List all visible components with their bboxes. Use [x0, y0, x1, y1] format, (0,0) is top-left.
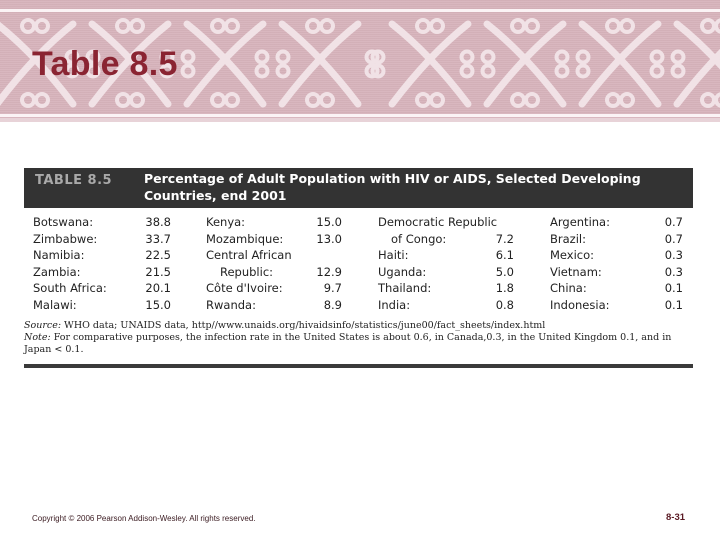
- table-caption: Percentage of Adult Population with HIV …: [144, 170, 684, 204]
- country-name: Kenya:: [206, 215, 246, 229]
- country-name: China:: [550, 281, 587, 295]
- country-value: 0.1: [664, 281, 683, 295]
- country-name: Indonesia:: [550, 297, 610, 312]
- table-bottom-rule: [24, 364, 693, 368]
- country-name: Rwanda:: [206, 297, 256, 312]
- country-value: 20.1: [145, 281, 171, 295]
- country-name: Democratic Republic: [378, 215, 498, 229]
- country-name: of Congo:: [391, 231, 447, 246]
- country-name: Mozambique:: [206, 231, 284, 246]
- country-name: Botswana:: [33, 215, 94, 229]
- country-value: 5.0: [495, 264, 514, 279]
- country-value: 15.0: [316, 215, 342, 229]
- table-body: Botswana: 38.8 Zimbabwe: 33.7 Namibia: 2…: [24, 208, 693, 312]
- country-value: 0.1: [664, 297, 683, 312]
- country-value: 0.3: [664, 264, 683, 279]
- country-value: 6.1: [495, 248, 514, 262]
- country-name: Argentina:: [550, 215, 610, 229]
- country-value: 8.9: [323, 297, 342, 312]
- country-value: 22.5: [145, 248, 171, 262]
- country-value: 0.7: [664, 231, 683, 246]
- country-name: Namibia:: [33, 248, 85, 262]
- country-name: Zimbabwe:: [33, 231, 98, 246]
- country-value: 12.9: [316, 264, 342, 279]
- country-value: 21.5: [145, 264, 171, 279]
- country-name: Mexico:: [550, 248, 595, 262]
- table-footnotes: Source: WHO data; UNAIDS data, http//www…: [24, 320, 694, 356]
- note-label: Note:: [24, 332, 51, 343]
- country-name: India:: [378, 297, 411, 312]
- table-header: TABLE 8.5 Percentage of Adult Population…: [24, 168, 693, 208]
- country-value: 15.0: [145, 297, 171, 312]
- banner-rule-top: [0, 9, 720, 12]
- country-name: Brazil:: [550, 231, 586, 246]
- country-value: 33.7: [145, 231, 171, 246]
- country-name: Côte d'Ivoire:: [206, 281, 283, 295]
- caption-line-2: Countries, end 2001: [144, 188, 287, 203]
- slide-title: Table 8.5: [32, 45, 178, 83]
- country-name: Uganda:: [378, 264, 427, 279]
- source-text: WHO data; UNAIDS data, http//www.unaids.…: [61, 320, 546, 331]
- source-label: Source:: [24, 320, 62, 331]
- country-value: 9.7: [323, 281, 342, 295]
- country-name: South Africa:: [33, 281, 107, 295]
- country-value: 0.3: [664, 248, 683, 262]
- data-table: TABLE 8.5 Percentage of Adult Population…: [24, 168, 693, 312]
- country-value: 13.0: [316, 231, 342, 246]
- note-line: Note: For comparative purposes, the infe…: [24, 332, 694, 356]
- country-name: Vietnam:: [550, 264, 602, 279]
- country-value: 0.8: [495, 297, 514, 312]
- page-number: 8-31: [666, 512, 686, 523]
- banner-edge: [0, 118, 720, 122]
- country-name: Zambia:: [33, 264, 81, 279]
- country-value: 38.8: [145, 215, 171, 229]
- source-line: Source: WHO data; UNAIDS data, http//www…: [24, 320, 694, 332]
- country-name: Malawi:: [33, 297, 77, 312]
- country-value: 7.2: [495, 231, 514, 246]
- country-name: Republic:: [220, 264, 274, 279]
- country-value: 0.7: [664, 215, 683, 229]
- caption-line-1: Percentage of Adult Population with HIV …: [144, 171, 641, 186]
- country-name: Central African: [206, 248, 292, 262]
- title-banner: Table 8.5: [0, 0, 720, 122]
- banner-rule-bottom: [0, 114, 720, 117]
- copyright-notice: Copyright © 2006 Pearson Addison-Wesley.…: [32, 514, 256, 523]
- country-name: Haiti:: [378, 248, 409, 262]
- note-text: For comparative purposes, the infection …: [24, 332, 672, 355]
- country-value: 1.8: [495, 281, 514, 295]
- table-label: TABLE 8.5: [35, 173, 113, 188]
- country-name: Thailand:: [378, 281, 432, 295]
